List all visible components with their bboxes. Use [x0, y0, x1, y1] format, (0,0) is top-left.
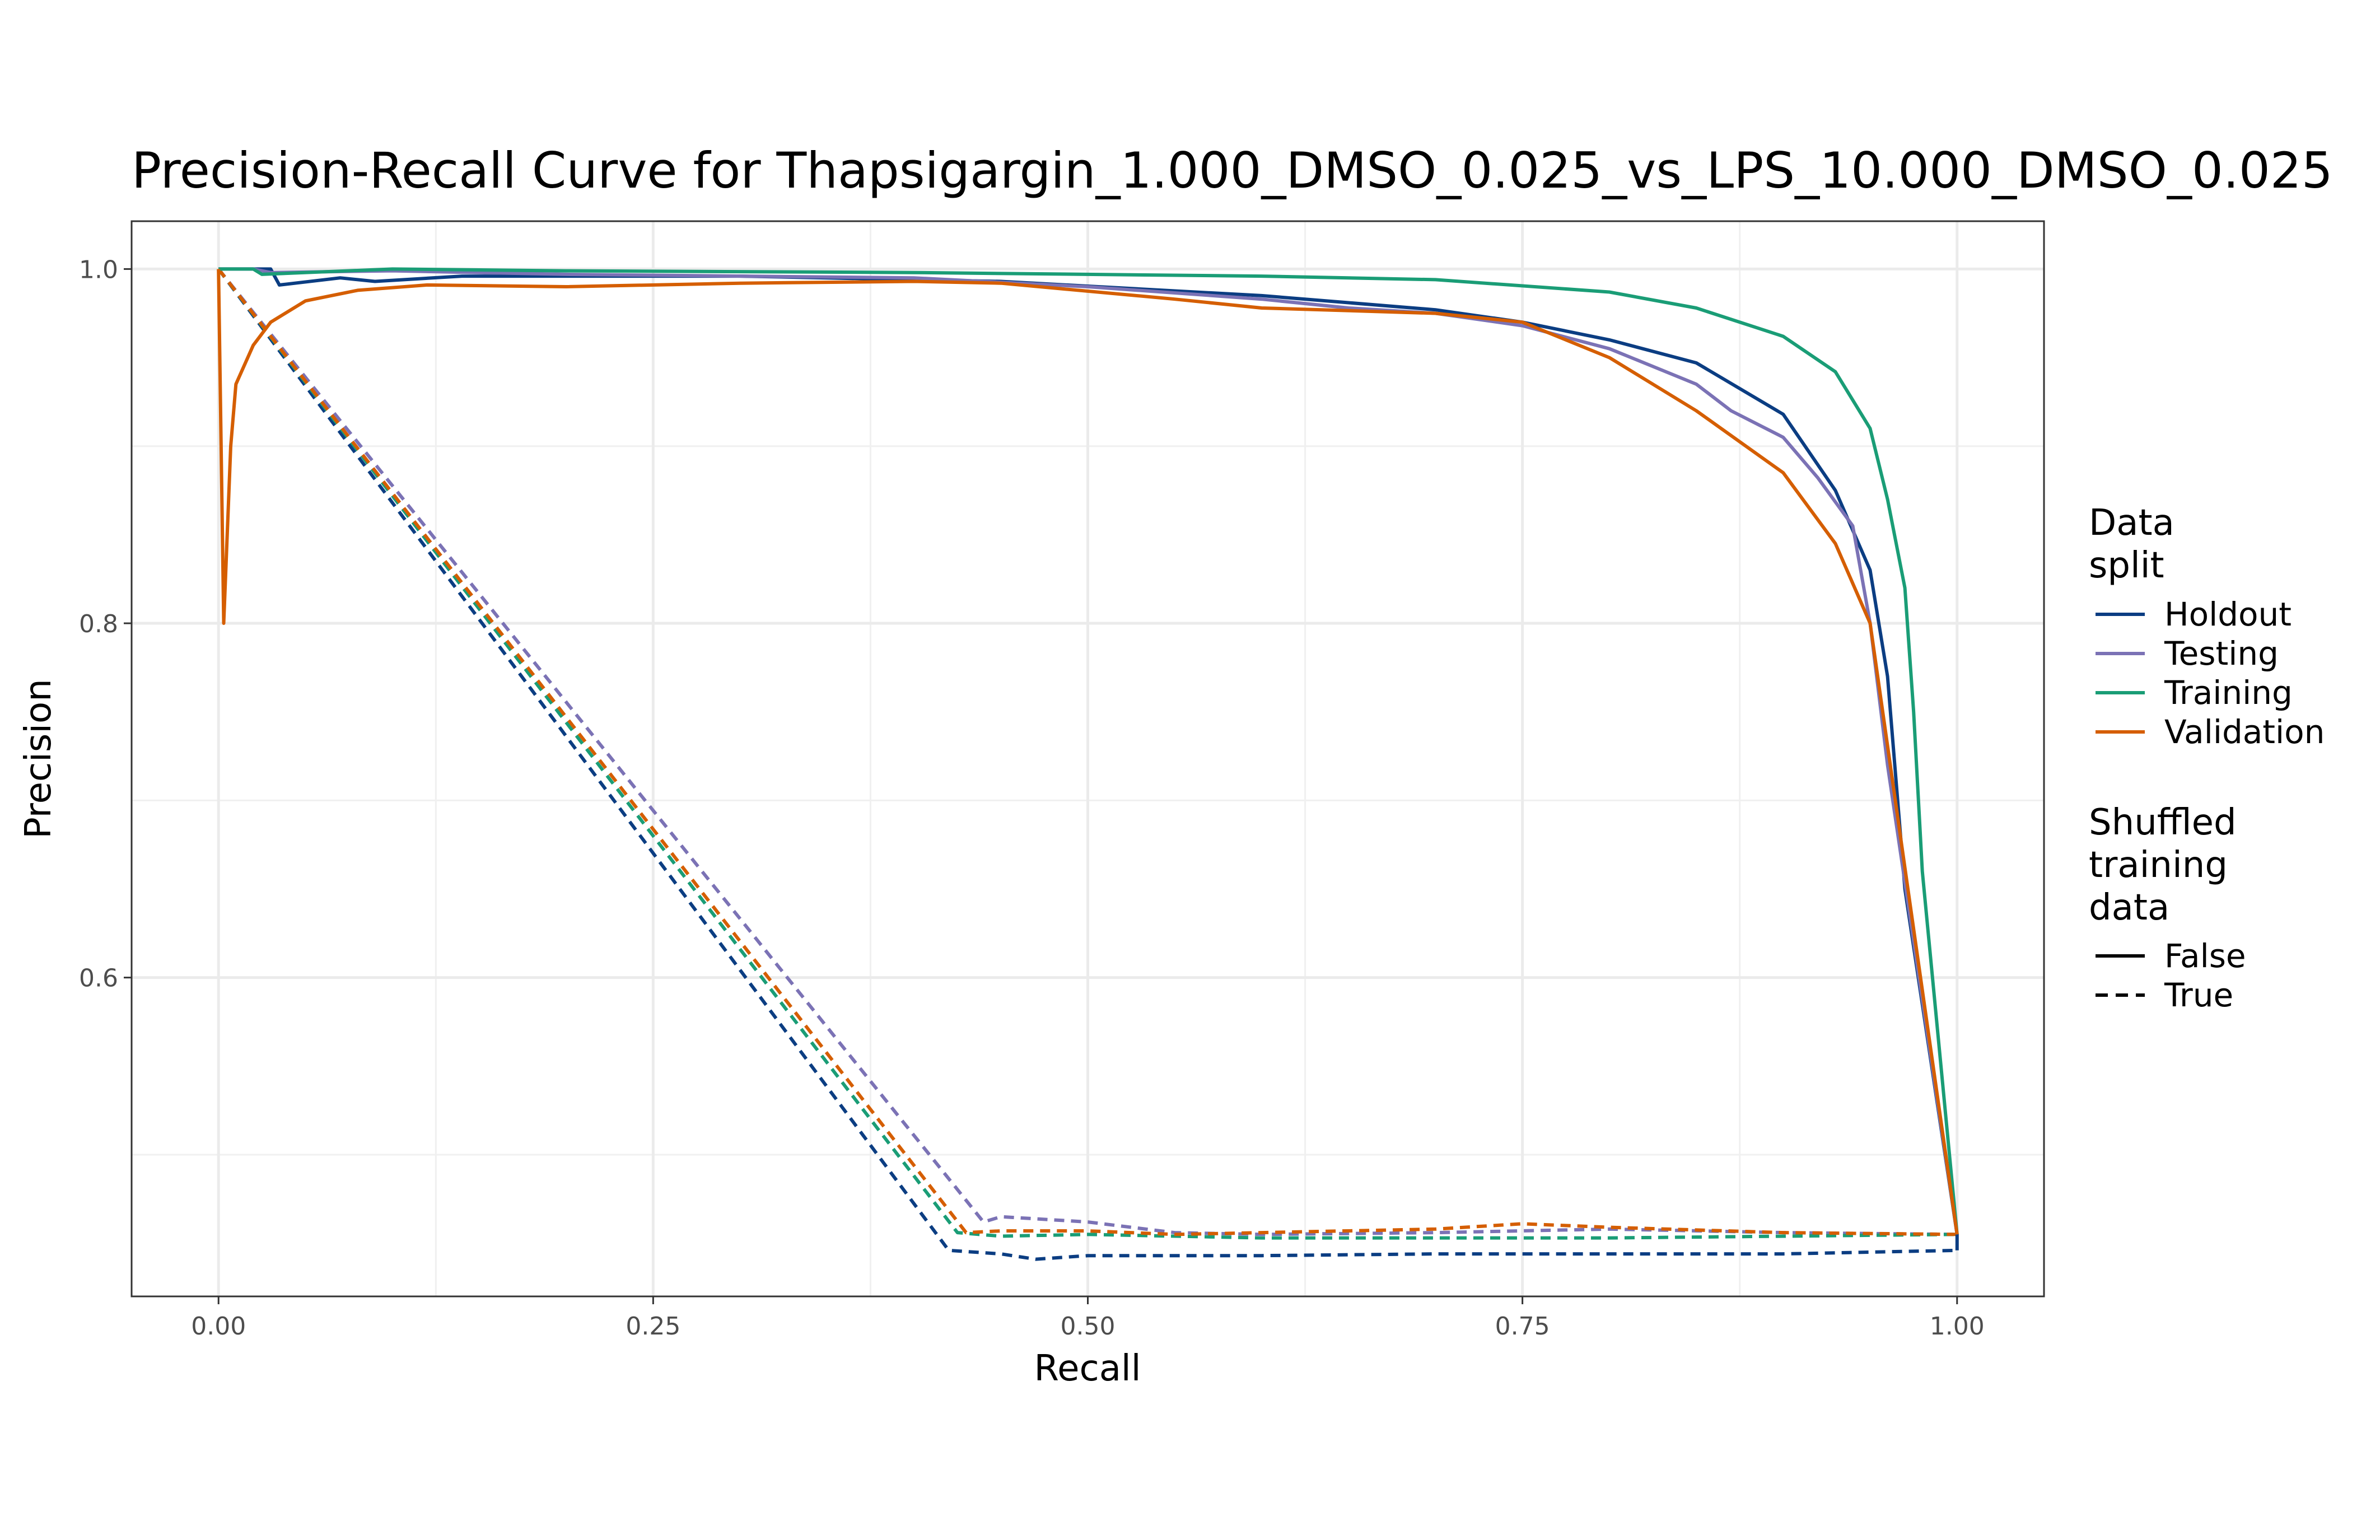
legend-title-data-split: Data	[2089, 502, 2174, 544]
y-tick-label: 1.0	[79, 255, 118, 284]
legend-title-shuffled: Shuffled	[2089, 802, 2237, 843]
legend-title-shuffled: training	[2089, 844, 2228, 886]
series-training-shuffled-true	[217, 268, 1957, 1240]
series-training-shuffled-false	[218, 267, 1959, 1235]
y-tick-label: 0.8	[79, 610, 118, 638]
legend-label-false: False	[2164, 937, 2246, 975]
legend-label-holdout: Holdout	[2164, 595, 2292, 633]
series-validation-shuffled-true	[217, 268, 1957, 1236]
series-holdout-shuffled-true	[217, 268, 1957, 1261]
series-holdout-shuffled-false	[218, 267, 1959, 1250]
legend-label-training: Training	[2164, 674, 2293, 712]
legend: DatasplitHoldoutTestingTrainingValidatio…	[2089, 502, 2325, 1014]
series-lines	[217, 267, 1959, 1261]
y-tick-label: 0.6	[79, 964, 118, 993]
x-tick-label: 0.25	[626, 1312, 680, 1341]
legend-title-data-split: split	[2089, 545, 2164, 586]
legend-title-shuffled: data	[2089, 887, 2169, 928]
legend-label-true: True	[2164, 976, 2233, 1014]
chart-title: Precision-Recall Curve for Thapsigargin_…	[132, 142, 2333, 199]
x-tick-label: 0.00	[191, 1312, 246, 1341]
x-tick-label: 1.00	[1930, 1312, 1985, 1341]
x-tick-label: 0.50	[1061, 1312, 1116, 1341]
grid-major	[132, 221, 2044, 1296]
y-axis-title: Precision	[18, 679, 59, 839]
legend-label-validation: Validation	[2164, 713, 2325, 751]
y-axis-ticks: 0.6 0.8 1.0	[79, 255, 132, 993]
series-testing-shuffled-false	[218, 267, 1959, 1235]
series-validation-shuffled-false	[217, 269, 1959, 1235]
x-tick-label: 0.75	[1495, 1312, 1550, 1341]
x-axis-title: Recall	[1034, 1348, 1141, 1389]
x-axis-ticks: 0.00 0.25 0.50 0.75 1.00	[191, 1296, 1985, 1341]
legend-label-testing: Testing	[2164, 634, 2279, 673]
